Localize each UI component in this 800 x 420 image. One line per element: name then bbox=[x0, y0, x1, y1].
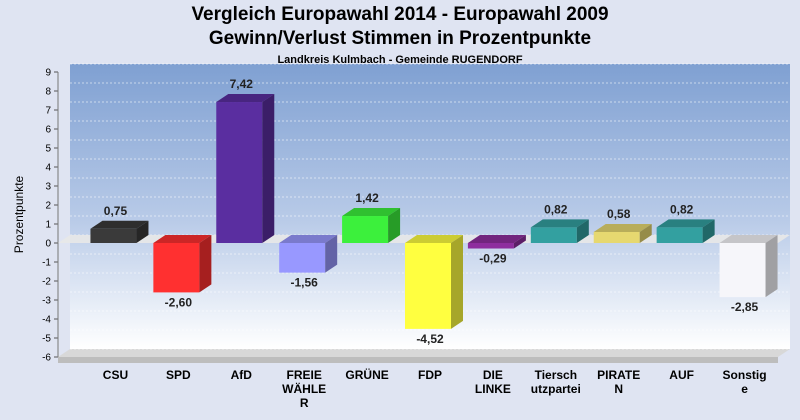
x-tick-label-line: FDP bbox=[418, 368, 442, 382]
y-tick-label: 5 bbox=[45, 144, 51, 155]
chart-caption: Landkreis Kulmbach - Gemeinde RUGENDORF bbox=[277, 54, 523, 66]
y-tick-label: 7 bbox=[45, 106, 51, 117]
x-tick-label-line: Sonstig bbox=[723, 368, 767, 382]
bar bbox=[467, 243, 514, 249]
bar-top bbox=[467, 235, 526, 243]
bar bbox=[342, 216, 389, 243]
x-tick-label: AfD bbox=[231, 368, 253, 382]
y-tick-label: 2 bbox=[45, 201, 51, 212]
chart-title-line-2: Gewinn/Verlust Stimmen in Prozentpunkte bbox=[208, 28, 592, 49]
y-tick-label: -4 bbox=[42, 315, 51, 326]
data-label: -2,85 bbox=[731, 300, 759, 314]
data-label: -1,56 bbox=[291, 276, 319, 290]
x-tick-label-line: FREIE bbox=[287, 368, 322, 382]
y-tick-label: 3 bbox=[45, 182, 51, 193]
y-tick-label: 9 bbox=[45, 68, 51, 79]
x-tick-label-line: R bbox=[300, 396, 309, 410]
y-tick-label: 6 bbox=[45, 125, 51, 136]
data-label: 7,42 bbox=[230, 77, 254, 91]
bar-side bbox=[388, 208, 401, 243]
data-label: 0,82 bbox=[544, 202, 568, 216]
x-tick-label-line: LINKE bbox=[475, 382, 511, 396]
bar-side bbox=[639, 223, 652, 243]
data-label: 1,42 bbox=[355, 191, 379, 205]
y-tick-label: -1 bbox=[42, 258, 51, 269]
chart-title: Vergleich Europawahl 2014 - Europawahl 2… bbox=[191, 4, 609, 25]
x-tick-label: Sonstig e bbox=[723, 368, 767, 396]
bar-top bbox=[90, 220, 149, 229]
x-tick-label-line: SPD bbox=[166, 368, 191, 382]
bar bbox=[593, 231, 640, 243]
bar-top bbox=[593, 223, 652, 232]
bar-side bbox=[451, 235, 463, 329]
bar-side bbox=[199, 235, 212, 293]
x-tick-label: CSU bbox=[103, 368, 128, 382]
plot-floor bbox=[58, 349, 790, 357]
x-tick-label: Tiersch utzpartei bbox=[531, 368, 581, 396]
x-tick-label-line: Tiersch bbox=[535, 368, 577, 382]
x-tick-label: SPD bbox=[166, 368, 191, 382]
x-tick-label-line: DIE bbox=[483, 368, 503, 382]
bar-side bbox=[765, 235, 778, 298]
x-tick-label-line: WÄHLE bbox=[282, 381, 326, 396]
bar-top bbox=[342, 208, 401, 217]
x-tick-label: GRÜNE bbox=[345, 367, 388, 382]
y-tick-label: -5 bbox=[42, 334, 51, 345]
x-tick-label: FREIE WÄHLE R bbox=[282, 368, 326, 410]
bar-top bbox=[279, 235, 338, 243]
x-tick-label-line: PIRATE bbox=[597, 368, 640, 382]
x-tick-label: PIRATE N bbox=[597, 368, 640, 396]
y-tick-label: -6 bbox=[42, 353, 51, 364]
bar-top bbox=[153, 235, 212, 243]
bar-side bbox=[576, 219, 589, 243]
y-tick-label: 8 bbox=[45, 87, 51, 98]
data-label: 0,58 bbox=[607, 207, 631, 221]
y-tick-label: 0 bbox=[45, 239, 51, 250]
bar bbox=[656, 227, 703, 243]
bar-top bbox=[216, 94, 275, 103]
plot-floor-edge bbox=[58, 357, 778, 363]
data-label: 0,75 bbox=[104, 204, 128, 218]
bar bbox=[216, 102, 263, 244]
bar-top bbox=[530, 219, 589, 228]
bar bbox=[405, 243, 451, 329]
x-tick-label-line: AUF bbox=[669, 368, 694, 382]
y-tick-label: -2 bbox=[42, 277, 51, 288]
bar bbox=[279, 243, 326, 273]
bar bbox=[530, 227, 577, 243]
bar-side bbox=[325, 235, 338, 273]
y-axis-label: Prozentpunkte bbox=[12, 175, 26, 253]
x-tick-label-line: N bbox=[614, 382, 623, 396]
bar-top bbox=[405, 235, 463, 243]
x-tick-label: FDP bbox=[418, 368, 442, 382]
x-tick-label-line: utzpartei bbox=[531, 382, 581, 396]
y-tick-label: 1 bbox=[45, 220, 51, 231]
bar-side bbox=[136, 220, 149, 243]
bar-side bbox=[513, 235, 526, 249]
data-label: -2,60 bbox=[165, 295, 193, 309]
bar-side bbox=[702, 219, 715, 243]
x-tick-label-line: AfD bbox=[231, 368, 253, 382]
data-label: -0,29 bbox=[479, 252, 507, 266]
bar-top bbox=[656, 219, 715, 228]
data-label: -4,52 bbox=[416, 332, 444, 346]
data-label: 0,82 bbox=[670, 202, 694, 216]
bar bbox=[153, 243, 200, 293]
bar-side bbox=[262, 94, 275, 244]
bar bbox=[90, 228, 137, 243]
y-tick-label: -3 bbox=[42, 296, 51, 307]
bar bbox=[719, 243, 766, 298]
x-tick-label-line: GRÜNE bbox=[345, 367, 388, 382]
x-tick-label: AUF bbox=[669, 368, 694, 382]
x-tick-label-line: e bbox=[741, 382, 748, 396]
x-tick-label-line: CSU bbox=[103, 368, 128, 382]
y-tick-label: 4 bbox=[45, 163, 51, 174]
bar-top bbox=[719, 235, 778, 243]
x-tick-label: DIE LINKE bbox=[475, 368, 511, 396]
